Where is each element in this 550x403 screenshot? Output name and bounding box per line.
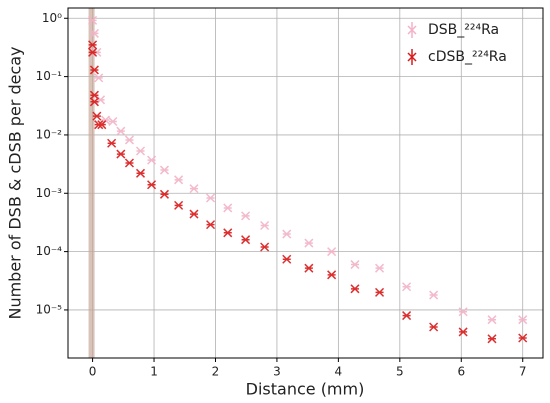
point xyxy=(159,189,170,199)
point xyxy=(94,73,104,83)
point xyxy=(260,220,270,231)
point xyxy=(89,97,99,107)
point xyxy=(108,116,118,127)
point xyxy=(458,307,468,317)
point xyxy=(135,146,146,156)
point xyxy=(350,260,360,270)
point xyxy=(135,168,146,178)
point xyxy=(402,282,412,292)
point xyxy=(223,228,233,238)
point xyxy=(375,287,385,297)
x-tick-label: 2 xyxy=(212,365,220,379)
legend-label: DSB_²²⁴Ra xyxy=(428,22,499,38)
series xyxy=(88,15,528,325)
point xyxy=(304,238,314,248)
point xyxy=(518,333,528,343)
point xyxy=(375,263,385,273)
point xyxy=(429,322,439,332)
point xyxy=(282,229,292,239)
point xyxy=(88,40,98,50)
y-axis-label: Number of DSB & cDSB per decay xyxy=(6,46,25,319)
point xyxy=(92,111,102,121)
x-tick-label: 1 xyxy=(150,365,158,379)
point xyxy=(147,155,157,165)
y-tick-label: 10⁻⁴ xyxy=(36,244,63,258)
legend-marker xyxy=(407,52,417,62)
point xyxy=(97,120,107,130)
point xyxy=(487,334,497,344)
point xyxy=(327,247,337,257)
plot-frame xyxy=(67,7,544,359)
point xyxy=(429,290,439,300)
point xyxy=(116,126,126,136)
point xyxy=(89,28,99,38)
x-axis-label: Distance (mm) xyxy=(246,380,365,399)
point xyxy=(159,165,170,175)
point xyxy=(350,284,360,294)
y-tick-label: 10⁻² xyxy=(36,127,63,141)
point xyxy=(89,65,99,75)
point xyxy=(107,138,117,148)
point xyxy=(174,200,184,210)
point xyxy=(189,184,199,194)
point xyxy=(304,263,314,273)
point xyxy=(282,254,292,264)
point xyxy=(174,175,184,185)
point xyxy=(189,209,199,219)
y-tick-label: 10⁻⁵ xyxy=(36,302,63,316)
point xyxy=(518,315,528,325)
point xyxy=(327,270,337,280)
x-tick-label: 3 xyxy=(273,365,281,379)
x-tick-label: 5 xyxy=(396,365,404,379)
point xyxy=(124,135,134,145)
point xyxy=(241,235,251,245)
point xyxy=(241,211,251,221)
legend-label: cDSB_²²⁴Ra xyxy=(428,49,507,65)
point xyxy=(88,15,98,25)
point xyxy=(206,193,216,203)
series xyxy=(88,40,528,344)
source-band xyxy=(88,8,95,358)
point xyxy=(88,47,98,57)
x-tick-label: 7 xyxy=(519,365,527,379)
point xyxy=(206,220,216,230)
y-tick-label: 10⁻¹ xyxy=(36,69,63,83)
x-tick-label: 0 xyxy=(89,365,97,379)
point xyxy=(260,242,270,252)
point xyxy=(402,311,412,321)
point xyxy=(487,315,497,325)
x-tick-label: 6 xyxy=(457,365,465,379)
y-tick-label: 10⁻³ xyxy=(36,186,63,200)
x-tick-label: 4 xyxy=(335,365,343,379)
point xyxy=(147,180,157,190)
point xyxy=(124,158,134,168)
point xyxy=(458,327,468,337)
point xyxy=(223,203,233,213)
point xyxy=(89,90,99,100)
legend-marker xyxy=(407,25,417,35)
point xyxy=(116,149,126,159)
y-tick-label: 10⁰ xyxy=(42,11,62,25)
